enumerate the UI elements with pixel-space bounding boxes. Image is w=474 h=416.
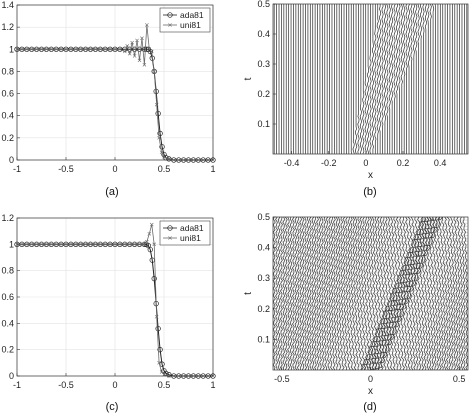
- x-tick-label: -0.5: [58, 164, 74, 174]
- x-tick-label: 1: [210, 380, 215, 390]
- panel-b-mesh-plot: -0.4 -0.2 0 0.2 0.4 0.1 0.2 0.3 0.4 0.5 x t (b): [243, 0, 468, 198]
- y-tick-label: 0.4: [1, 318, 14, 328]
- y-tick-label: 0.5: [257, 212, 270, 222]
- x-axis-label: x: [368, 170, 373, 181]
- legend: ada81uni81: [160, 8, 210, 32]
- x-tick-label: -0.5: [274, 374, 290, 384]
- y-tick-label: 0.8: [1, 66, 14, 76]
- y-tick-label: 0: [9, 371, 14, 381]
- panel-a-line-chart: -1 -0.5 0 0.5 1 0 0.2 0.4 0.6 0.8 1 1.2 1.4 (a) ada81u…: [1, 0, 215, 198]
- y-axis-label: t: [243, 292, 254, 295]
- x-tick-label: -0.4: [284, 158, 300, 168]
- y-tick-label: 0.2: [1, 133, 14, 143]
- y-tick-label: 0.2: [257, 304, 270, 314]
- x-axis-label: x: [368, 386, 373, 397]
- legend: ada81uni81: [160, 221, 210, 245]
- y-tick-label: 0: [9, 155, 14, 165]
- panel-d-mesh-plot: -0.5 0 0.5 0.1 0.2 0.3 0.4 0.5 x t (d): [243, 212, 468, 413]
- x-tick-label: 0.5: [158, 380, 171, 390]
- x-tick-label: 1: [210, 164, 215, 174]
- legend-entry-ada81: ada81: [180, 223, 204, 233]
- y-tick-label: 0.1: [257, 119, 270, 129]
- y-tick-label: 0.3: [257, 273, 270, 283]
- legend-entry-ada81: ada81: [180, 10, 204, 20]
- y-tick-label: 0.4: [1, 111, 14, 121]
- legend-entry-uni81: uni81: [180, 20, 201, 30]
- panel-caption: (d): [363, 401, 376, 413]
- y-tick-label: 1: [9, 239, 14, 249]
- y-tick-label: 1.2: [1, 213, 14, 223]
- x-tick-label: 0: [363, 158, 368, 168]
- y-tick-label: 0.3: [257, 59, 270, 69]
- x-tick-label: 0.5: [453, 374, 466, 384]
- panel-caption: (c): [106, 401, 119, 413]
- y-tick-label: 0.2: [1, 345, 14, 355]
- x-tick-label: 0: [112, 164, 117, 174]
- panel-c-line-chart: -1 -0.5 0 0.5 1 0 0.2 0.4 0.6 0.8 1 1.2 (c) ada81uni8…: [1, 213, 215, 413]
- y-tick-label: 0.5: [257, 0, 270, 9]
- y-tick-label: 1: [9, 44, 14, 54]
- x-tick-label: 0.5: [158, 164, 171, 174]
- y-tick-label: 0.2: [257, 89, 270, 99]
- x-tick-label: 0.2: [397, 158, 410, 168]
- x-tick-label: -1: [13, 380, 21, 390]
- y-tick-label: 0.6: [1, 89, 14, 99]
- x-tick-label: -1: [13, 164, 21, 174]
- y-tick-label: 1.2: [1, 22, 14, 32]
- y-tick-label: 0.1: [257, 334, 270, 344]
- y-tick-label: 0.4: [257, 29, 270, 39]
- y-tick-label: 0.6: [1, 292, 14, 302]
- y-tick-label: 1.4: [1, 0, 14, 10]
- x-tick-label: -0.2: [321, 158, 337, 168]
- panel-caption: (a): [105, 186, 118, 198]
- y-tick-label: 0.8: [1, 266, 14, 276]
- x-tick-label: 0.4: [434, 158, 447, 168]
- x-tick-label: 0: [112, 380, 117, 390]
- y-tick-label: 0.4: [257, 243, 270, 253]
- legend-entry-uni81: uni81: [180, 233, 201, 243]
- x-tick-label: 0: [368, 374, 373, 384]
- panel-caption: (b): [363, 186, 376, 198]
- y-axis-label: t: [243, 77, 254, 80]
- x-tick-label: -0.5: [58, 380, 74, 390]
